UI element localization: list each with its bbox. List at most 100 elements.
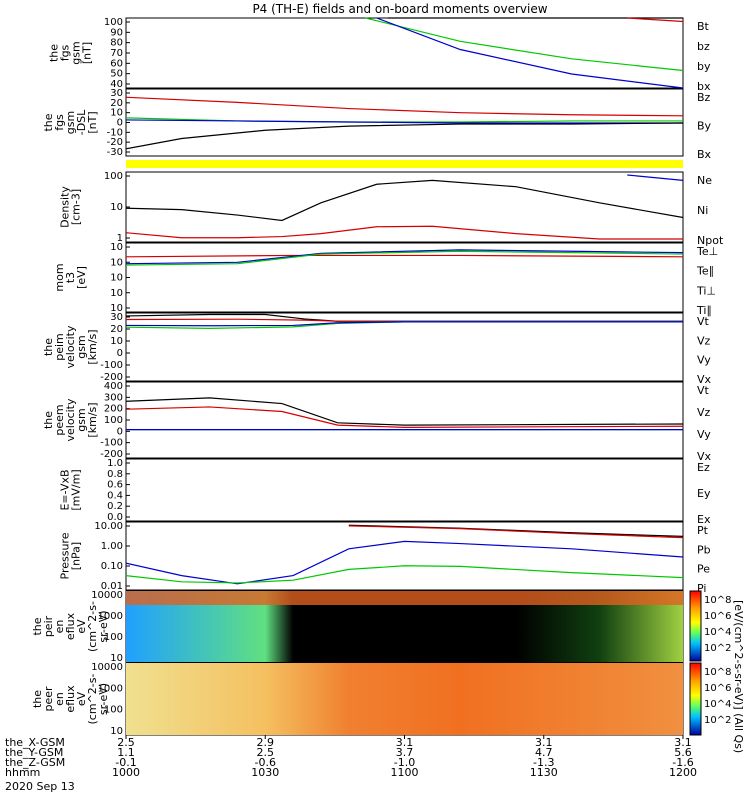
legend-entry: Pi <box>697 582 706 595</box>
y-label: gsm <box>75 335 88 358</box>
y-tick-label: 300 <box>104 392 123 403</box>
colorbar-tick-label: 10^8 <box>704 667 731 678</box>
y-label: [km/s] <box>86 402 99 437</box>
y-label: the <box>42 338 55 356</box>
colorbar-tick-label: 10^4 <box>704 627 731 638</box>
panel-frame <box>125 458 684 522</box>
y-label: [km/s] <box>86 329 99 364</box>
legend-entry: Ni <box>697 204 708 217</box>
y-tick-label: 30 <box>110 312 123 323</box>
y-tick-label: 0.10 <box>101 561 123 572</box>
legend-entry: Bt <box>697 20 710 33</box>
series-line-10 <box>627 174 684 182</box>
x-tick-label: 3.1 <box>674 736 692 749</box>
legend-entry: Vt <box>697 384 710 397</box>
y-label: Density <box>59 186 72 228</box>
y-tick-label: 1 <box>117 233 123 244</box>
y-label: velocity <box>64 398 77 441</box>
y-tick-label: 0 <box>117 118 123 129</box>
panel-frame <box>125 381 684 459</box>
series-line-11 <box>125 254 684 258</box>
colorbar-tick-label: 10^4 <box>704 699 731 710</box>
y-label: eV <box>75 691 88 706</box>
y-tick-label: -200 <box>100 449 123 460</box>
x-tick-label: -1.3 <box>533 756 554 769</box>
colorbar-electron <box>689 662 702 736</box>
y-label: E=-VxB <box>59 469 72 510</box>
y-label: fgs <box>59 44 72 61</box>
y-label: [nT] <box>86 111 99 133</box>
y-tick-label: 30 <box>110 88 123 99</box>
y-label: eV <box>75 619 88 634</box>
panels-group: thefgsgsm[nT]100908070605040Btbzbybxthef… <box>31 17 724 737</box>
y-tick-label: 20 <box>110 98 123 109</box>
y-label: the <box>31 690 44 708</box>
colorbar-ion <box>689 590 702 662</box>
y-label: gsm <box>64 111 77 134</box>
panel-2 <box>126 160 683 168</box>
y-tick-label: 100 <box>104 632 123 643</box>
legend-entry: Pt <box>697 524 709 537</box>
y-label: mom <box>53 263 66 291</box>
x-tick-label: 3.7 <box>396 746 414 759</box>
legend-entry: Vz <box>697 334 711 347</box>
colorbar-tick-label: 10^8 <box>704 595 731 606</box>
y-tick-label: 0.8 <box>107 469 123 480</box>
y-tick-label: 0.4 <box>107 490 123 501</box>
y-tick-label: 100 <box>104 415 123 426</box>
series-line-17 <box>125 321 683 327</box>
y-tick-label: 0 <box>117 426 123 437</box>
y-tick-label: 10 <box>110 336 123 347</box>
y-tick-label: 100 <box>104 705 123 716</box>
x-tick-label: 3.1 <box>535 736 553 749</box>
y-tick-label: 10000 <box>91 662 123 673</box>
y-label: t3 <box>64 272 77 283</box>
y-tick-label: 0 <box>117 348 123 359</box>
legend-entry: By <box>697 120 712 133</box>
series-line-23 <box>348 525 684 539</box>
panel-8: Pressure[nPa] 10.00 1.00 0.10 0.01 Pt Pb Pe Pi <box>59 521 711 595</box>
x-tick-label: 4.7 <box>535 746 553 759</box>
series-line-24 <box>125 540 684 585</box>
x-tick-label: 1130 <box>530 766 558 779</box>
x-row-label: the_Y-GSM <box>5 746 63 759</box>
y-tick-label: 0.01 <box>101 581 123 592</box>
y-label: peem <box>53 404 66 435</box>
legend-entry: Ne <box>697 174 712 187</box>
legend-entry: Ex <box>697 513 711 526</box>
y-label: fgs <box>53 114 66 131</box>
series-line-1 <box>627 17 684 23</box>
y-label: gsm <box>70 41 83 64</box>
colorbar-label: [eV/(cm^2-s-sr-eV)] (All Qs) <box>732 600 745 753</box>
legend-entry: Vx <box>697 373 712 386</box>
y-tick-label: -10 <box>107 127 123 138</box>
y-label: the <box>31 617 44 635</box>
y-tick-label: 100 <box>104 171 123 182</box>
y-label: sr-eV) <box>97 683 110 715</box>
legend-entry: Bz <box>697 91 711 104</box>
y-label: gsm <box>75 408 88 431</box>
panel-7: E=-VxB[mV/m] 1.00.80.60.40.20.0 Ez Ey Ex <box>59 458 711 526</box>
y-tick-label: -100 <box>100 438 123 449</box>
x-tick-label: -0.1 <box>115 756 136 769</box>
y-tick-label: 200 <box>104 404 123 415</box>
series-line-9 <box>125 225 683 240</box>
x-tick-label: 2.9 <box>257 736 275 749</box>
x-row-label: the_X-GSM <box>5 736 65 749</box>
y-label: en <box>53 620 66 634</box>
y-tick-label: 70 <box>110 48 123 59</box>
series-line-13 <box>125 250 684 266</box>
series-line-18 <box>125 397 684 426</box>
flag-strip <box>126 160 683 168</box>
x-date-label: 2020 Sep 13 <box>5 780 75 793</box>
y-tick-label: 10000 <box>91 590 123 601</box>
x-tick-label: 2.5 <box>117 736 135 749</box>
y-label: Pressure <box>59 532 72 579</box>
x-tick-label: 2.5 <box>257 746 275 759</box>
series-line-8 <box>125 179 684 222</box>
y-label: eflux <box>64 612 77 640</box>
legend-entry: bz <box>697 40 710 53</box>
